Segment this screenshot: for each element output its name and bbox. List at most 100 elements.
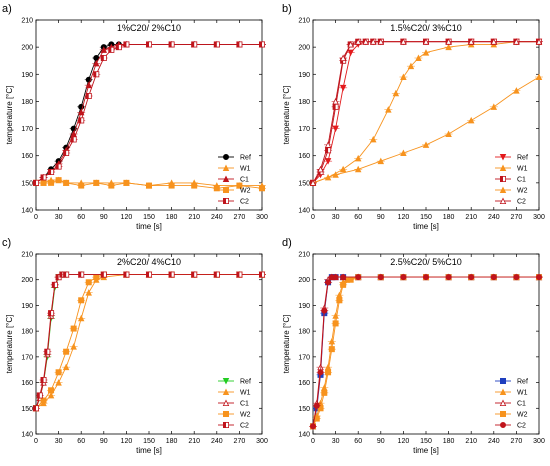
data-point	[377, 274, 384, 281]
legend-label: W1	[240, 166, 251, 173]
data-point	[317, 165, 324, 173]
y-axis-label: temperature [°C]	[5, 86, 14, 145]
y-tick-label: 210	[298, 18, 310, 25]
data-point-fill	[169, 271, 172, 278]
data-point	[370, 135, 377, 143]
data-point	[339, 54, 347, 61]
x-tick-label: 30	[55, 438, 63, 445]
data-point	[222, 399, 230, 407]
data-point	[213, 185, 220, 192]
y-tick-label: 150	[298, 406, 310, 413]
legend-label: C2	[517, 423, 526, 430]
data-point	[78, 182, 85, 189]
y-tick-label: 210	[21, 252, 33, 259]
data-point	[499, 197, 507, 205]
y-tick-label: 140	[21, 432, 33, 439]
data-point	[354, 38, 362, 45]
series-c2	[309, 274, 543, 430]
data-point	[385, 106, 392, 113]
data-point	[499, 377, 506, 384]
data-point	[258, 185, 265, 192]
data-point	[499, 421, 506, 428]
x-tick-label: 180	[443, 214, 455, 221]
y-tick-label: 200	[21, 277, 33, 284]
data-point	[499, 399, 507, 407]
data-point-fill	[191, 41, 195, 48]
data-point-fill	[48, 169, 52, 175]
data-point	[490, 274, 497, 281]
y-tick-label: 170	[298, 354, 310, 361]
data-point-fill	[223, 422, 226, 428]
data-point	[332, 274, 339, 281]
x-tick-label: 270	[234, 438, 246, 445]
data-point	[55, 379, 62, 386]
x-axis-label: time [s]	[136, 446, 162, 455]
data-point	[513, 274, 520, 281]
data-point	[324, 141, 332, 148]
legend-label: Ref	[517, 155, 528, 162]
data-point	[191, 182, 198, 189]
y-tick-label: 160	[298, 380, 310, 387]
x-tick-label: 90	[377, 214, 385, 221]
x-tick-label: 270	[511, 214, 523, 221]
data-point	[222, 377, 230, 385]
data-point	[85, 81, 92, 89]
y-tick-label: 160	[298, 153, 310, 160]
legend-label: W1	[517, 390, 528, 397]
series-line	[35, 43, 262, 184]
legend: Ref W1 C1 W2 C2	[495, 153, 528, 206]
x-tick-label: 60	[354, 214, 362, 221]
panel-letter: b)	[282, 3, 292, 15]
data-point	[47, 391, 55, 399]
data-point	[499, 164, 507, 172]
data-point	[70, 325, 77, 332]
y-tick-label: 140	[298, 432, 310, 439]
data-point	[468, 274, 475, 281]
data-point-fill	[108, 47, 112, 53]
data-point	[377, 38, 385, 45]
data-point-fill	[44, 349, 48, 355]
legend: Ref W1 C1 W2 C2	[218, 153, 251, 206]
legend-label: W1	[517, 166, 528, 173]
data-point-fill	[146, 271, 149, 278]
data-point-fill	[214, 41, 217, 48]
data-point-fill	[71, 136, 74, 143]
series-c2	[32, 41, 266, 186]
x-tick-label: 300	[256, 214, 268, 221]
data-point	[317, 369, 324, 376]
x-tick-label: 90	[377, 438, 385, 445]
data-point	[377, 157, 385, 165]
x-tick-label: 180	[166, 214, 178, 221]
data-point	[499, 186, 507, 194]
data-point	[347, 49, 354, 57]
data-point	[354, 165, 362, 173]
data-point	[168, 182, 175, 189]
chart-title: 2.5%C20/ 5%C10	[390, 257, 462, 267]
x-axis-label: time [s]	[413, 222, 439, 231]
y-tick-label: 190	[21, 303, 33, 310]
data-point-fill	[63, 271, 67, 278]
x-tick-label: 60	[77, 214, 85, 221]
chart-panel-1: a) 1%C20/ 2%C10 0 30 60 90 120 150 180 210 240 270 3…	[2, 3, 268, 231]
y-tick-label: 180	[298, 329, 310, 336]
data-point	[362, 38, 369, 45]
y-tick-label: 160	[21, 380, 33, 387]
data-point	[499, 388, 507, 396]
series-line	[35, 274, 262, 409]
data-point	[77, 108, 85, 116]
data-point	[407, 62, 415, 70]
series-ref	[32, 41, 266, 186]
data-point	[55, 369, 62, 376]
data-point	[78, 297, 85, 304]
x-tick-label: 90	[100, 438, 108, 445]
y-axis-label: temperature [°C]	[282, 86, 291, 145]
x-axis-label: time [s]	[413, 446, 439, 455]
data-point	[145, 182, 152, 189]
legend-label: Ref	[240, 155, 251, 162]
x-tick-label: 150	[143, 438, 155, 445]
chart-panel-3: c) 2%C20/ 4%C10 0 30 60 90 120 150 180 210 240 270 3…	[2, 237, 268, 455]
y-tick-label: 150	[298, 180, 310, 187]
data-point-fill	[116, 44, 119, 50]
series-line	[312, 41, 539, 184]
y-tick-label: 190	[21, 72, 33, 79]
